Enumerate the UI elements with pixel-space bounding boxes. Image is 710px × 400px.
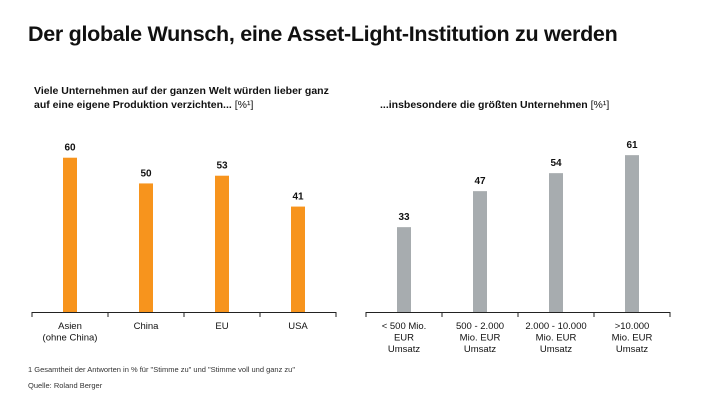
left-category-label: Asien (ohne China) bbox=[43, 321, 98, 344]
right-category-label-line: Mio. EUR bbox=[536, 333, 577, 344]
right-category-label-line: Mio. EUR bbox=[460, 333, 501, 344]
right-category-label: >10.000 Mio. EUR Umsatz bbox=[612, 321, 653, 355]
right-chart-title: ...insbesondere die größten Unternehmen … bbox=[380, 98, 680, 112]
left-bar-value-label: 60 bbox=[64, 143, 76, 154]
page-title: Der globale Wunsch, eine Asset-Light-Ins… bbox=[28, 22, 618, 46]
left-chart-unit: [%¹] bbox=[234, 99, 254, 111]
right-category-label: < 500 Mio. EUR Umsatz bbox=[382, 321, 427, 355]
right-bar-value-label: 61 bbox=[626, 140, 638, 151]
left-category-label-line: (ohne China) bbox=[43, 333, 98, 344]
right-bar bbox=[397, 227, 411, 312]
right-category-label-line: Umsatz bbox=[616, 344, 648, 355]
right-category-label-line: 2.000 - 10.000 bbox=[525, 321, 586, 332]
right-category-label-line: 500 - 2.000 bbox=[456, 321, 504, 332]
left-bar-value-label: 53 bbox=[216, 161, 228, 172]
right-chart-title-text: ...insbesondere die größten Unternehmen bbox=[380, 99, 588, 111]
right-category-label-line: EUR bbox=[394, 333, 414, 344]
right-category-label: 2.000 - 10.000 Mio. EUR Umsatz bbox=[525, 321, 586, 355]
left-category-label: EU bbox=[215, 321, 228, 332]
right-bar bbox=[473, 191, 487, 312]
source-note: Quelle: Roland Berger bbox=[28, 381, 103, 390]
right-category-label: 500 - 2.000 Mio. EUR Umsatz bbox=[456, 321, 504, 355]
right-category-label-line: Umsatz bbox=[464, 344, 496, 355]
left-category-label-line: China bbox=[134, 321, 160, 332]
left-bar-value-label: 41 bbox=[292, 192, 304, 203]
right-category-label-line: Mio. EUR bbox=[612, 333, 653, 344]
left-bar bbox=[291, 206, 305, 312]
left-chart-title-text: Viele Unternehmen auf der ganzen Welt wü… bbox=[34, 85, 329, 111]
left-chart-title: Viele Unternehmen auf der ganzen Welt wü… bbox=[34, 84, 334, 112]
left-bar bbox=[63, 157, 77, 312]
left-category-label-line: Asien bbox=[58, 321, 82, 332]
right-category-label-line: Umsatz bbox=[388, 344, 420, 355]
right-bar-value-label: 33 bbox=[398, 212, 410, 223]
right-bar-value-label: 54 bbox=[550, 158, 562, 169]
right-chart-unit: [%¹] bbox=[590, 99, 610, 111]
left-category-label: USA bbox=[288, 321, 308, 332]
right-bar-value-label: 47 bbox=[474, 176, 486, 187]
footnote: 1 Gesamtheit der Antworten in % für "Sti… bbox=[28, 365, 296, 374]
left-bar bbox=[215, 175, 229, 312]
right-category-label-line: Umsatz bbox=[540, 344, 572, 355]
left-category-label-line: EU bbox=[215, 321, 228, 332]
left-category-label-line: USA bbox=[288, 321, 308, 332]
left-bar-value-label: 50 bbox=[140, 168, 152, 179]
left-bar bbox=[139, 183, 153, 312]
left-category-label: China bbox=[134, 321, 160, 332]
right-bar bbox=[549, 173, 563, 312]
right-category-label-line: < 500 Mio. bbox=[382, 321, 427, 332]
right-category-label-line: >10.000 bbox=[615, 321, 650, 332]
right-bar bbox=[625, 155, 639, 312]
